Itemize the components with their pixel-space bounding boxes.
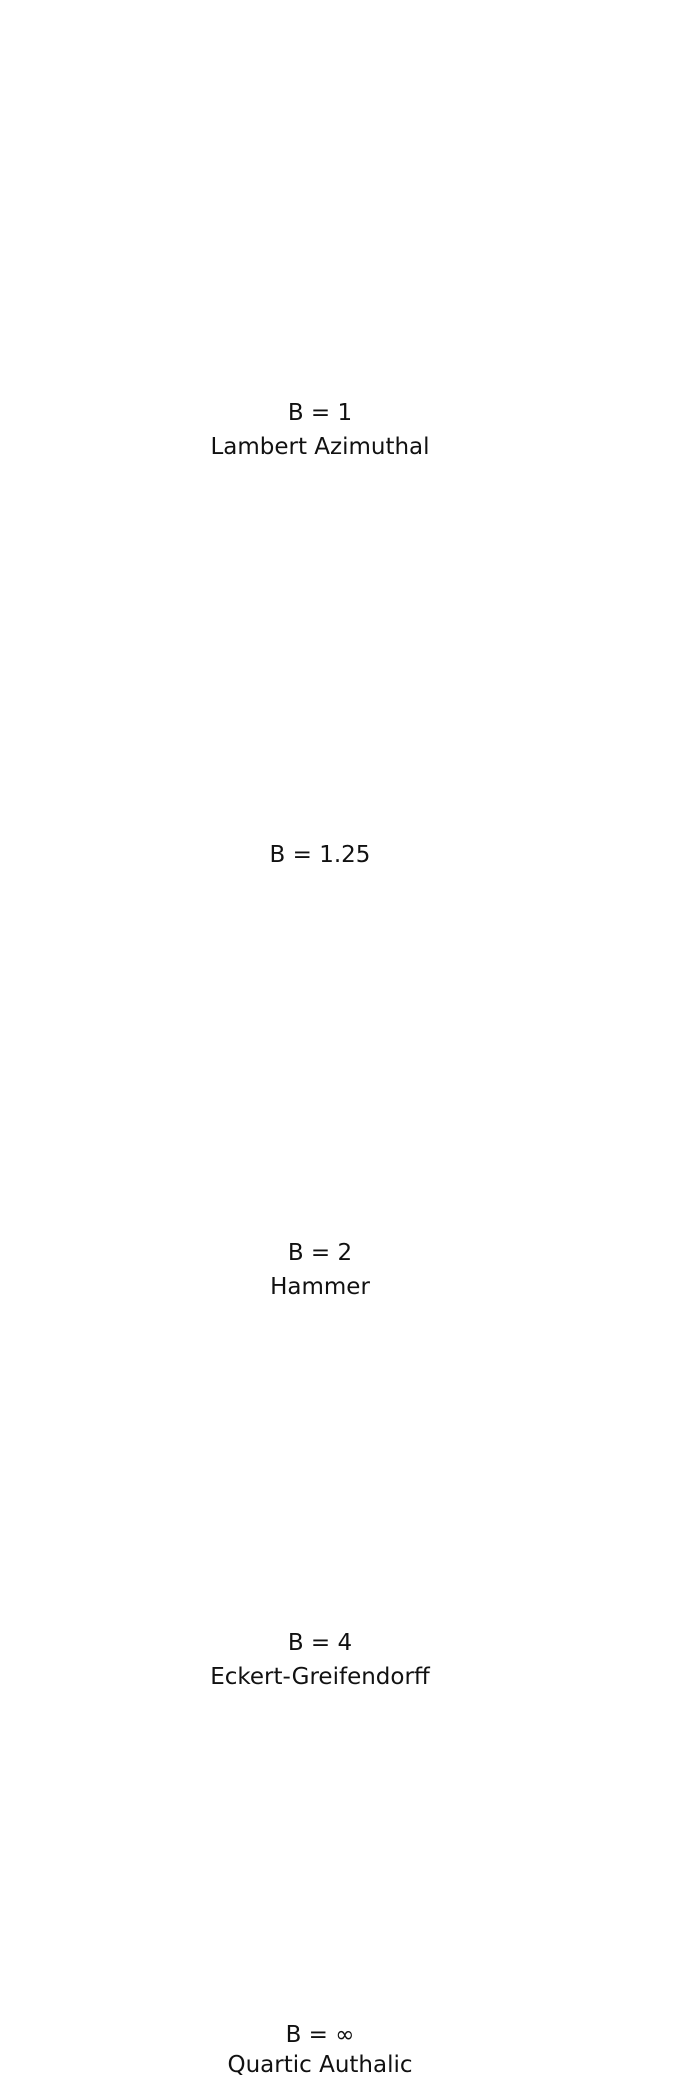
projection-name: Hammer — [270, 1274, 370, 1300]
b-value-label: B = 4 — [287, 1630, 353, 1656]
projection-name: Lambert Azimuthal — [210, 434, 430, 460]
panel-eckert-greifendorff: B = 4 Eckert-Greifendorff — [0, 1320, 689, 1700]
projection-name: Eckert-Greifendorff — [210, 1664, 430, 1690]
panel-b-1-25: B = 1.25 — [0, 480, 689, 880]
panel-hammer: B = 2 Hammer — [0, 920, 689, 1310]
map-b-1-25 — [0, 480, 689, 880]
b-value-label: B = 2 — [287, 1240, 353, 1266]
projection-name: Quartic Authalic — [227, 2052, 413, 2078]
b-value-label: B = 1 — [287, 400, 353, 426]
panel-quartic-authalic: B = ∞ Quartic Authalic — [0, 1720, 689, 2080]
b-value-label: B = ∞ — [285, 2022, 355, 2048]
b-value-label: B = 1.25 — [269, 842, 371, 868]
panel-lambert-azimuthal: B = 1 Lambert Azimuthal — [0, 0, 689, 470]
